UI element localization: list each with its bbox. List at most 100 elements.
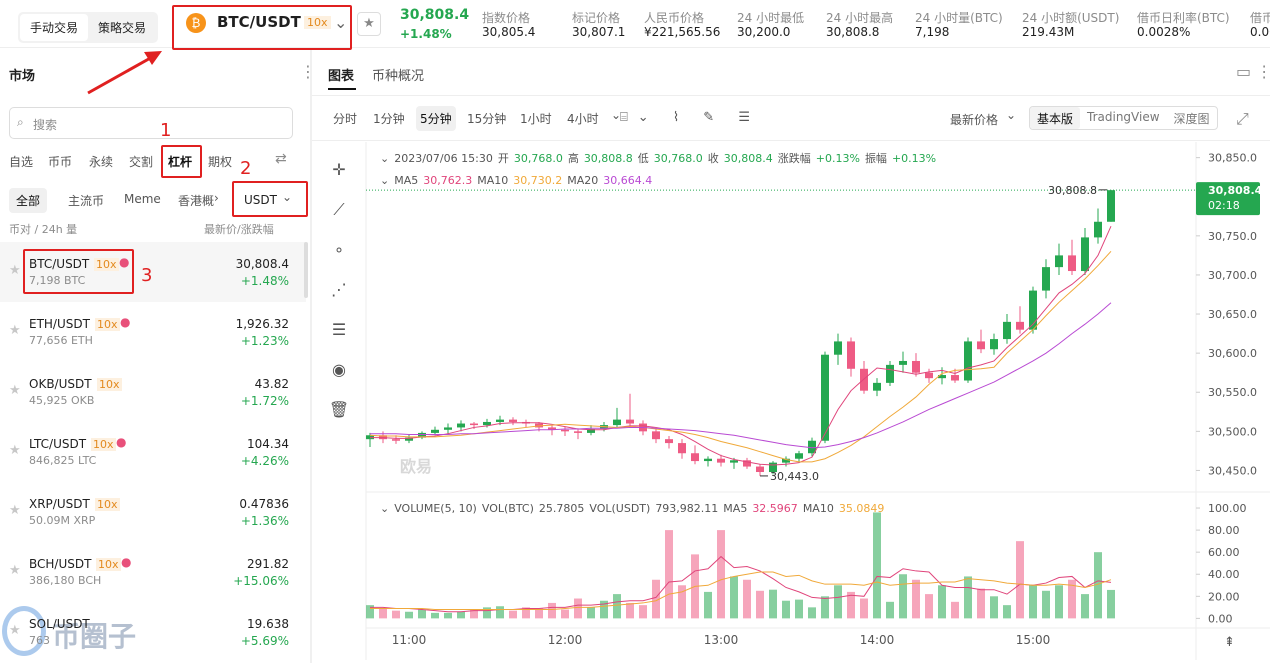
view-option[interactable]: 深度图 — [1173, 112, 1210, 126]
star[interactable]: ★ — [9, 323, 21, 338]
y-tick-label: 30,450.0 — [1208, 464, 1257, 477]
change: +1.48% — [240, 274, 289, 288]
star[interactable]: ★ — [9, 623, 21, 638]
tab[interactable]: 策略交易 — [98, 21, 147, 35]
filter-more[interactable]: › — [214, 191, 219, 205]
volume-bar — [769, 589, 777, 619]
ma-line — [370, 302, 1112, 449]
collapse: ⌄ — [380, 502, 389, 515]
view-option[interactable]: TradingView — [1087, 110, 1160, 124]
filter[interactable]: 全部 — [9, 188, 48, 213]
quote-select[interactable]: USDT — [244, 193, 277, 207]
countdown: 02:18 — [1208, 199, 1240, 212]
candle-body — [912, 360, 920, 373]
market-tab[interactable]: 永续 — [89, 155, 114, 169]
interval[interactable]: 1小时 — [520, 112, 552, 126]
candle-body — [756, 466, 764, 473]
market-tab[interactable]: 交割 — [129, 155, 154, 169]
leverage: 10x — [91, 438, 116, 451]
interval[interactable]: 1分钟 — [373, 112, 405, 126]
menu[interactable]: ⋮ — [300, 62, 316, 81]
market-tab[interactable]: 杠杆 — [168, 155, 193, 169]
y-tick-label: 80.00 — [1208, 524, 1240, 537]
low-label: 30,443.0 — [770, 470, 819, 483]
swap[interactable]: ⇄ — [275, 151, 287, 167]
candle-body — [405, 437, 413, 441]
market-tab[interactable]: 币币 — [48, 155, 73, 169]
dropdown[interactable]: ⌄ — [611, 108, 622, 122]
pair[interactable]: BCH/USDT — [29, 557, 92, 571]
volume-bar — [418, 609, 426, 619]
volume-bar — [730, 576, 738, 619]
candle-body — [990, 339, 998, 350]
candle-body — [925, 372, 933, 379]
interval[interactable]: 5分钟 — [416, 106, 456, 131]
market-tab[interactable]: 自选 — [9, 155, 34, 169]
volume-bar — [951, 601, 959, 619]
volume-bar — [379, 608, 387, 619]
filter[interactable]: Meme — [124, 192, 161, 206]
interval[interactable]: 分时 — [333, 112, 358, 126]
star[interactable]: ★ — [9, 563, 21, 578]
pair[interactable]: LTC/USDT — [29, 437, 87, 451]
highlight — [23, 249, 134, 294]
price: 104.34 — [247, 437, 289, 451]
favorite[interactable]: ★ — [357, 12, 381, 36]
tab[interactable]: 手动交易 — [20, 14, 89, 41]
field-label: VOL(BTC) — [482, 502, 534, 515]
star[interactable]: ★ — [9, 503, 21, 518]
pair[interactable]: XRP/USDT — [29, 497, 90, 511]
pair[interactable]: BTC/USDT — [29, 257, 90, 271]
change: +5.69% — [240, 634, 289, 648]
volume-bar — [1003, 605, 1011, 619]
legend-value: 30,762.3 — [423, 174, 472, 187]
star[interactable]: ★ — [9, 263, 21, 278]
view-option[interactable]: 基本版 — [1030, 107, 1081, 129]
pair[interactable]: BTC/USDT — [217, 13, 301, 31]
legend-name: MA10 — [477, 174, 508, 187]
volume-bar — [938, 585, 946, 619]
y-tick-label: 30,650.0 — [1208, 308, 1257, 321]
pair[interactable]: OKB/USDT — [29, 377, 92, 391]
field-value: 793,982.11 — [655, 502, 718, 515]
last-price-tag — [1196, 182, 1260, 216]
candle-body — [873, 382, 881, 391]
drawing-tools[interactable]: ✛ ⟋ ∘ ⋰ ☰ ◉ 🗑 — [328, 160, 350, 419]
volume-bar — [990, 596, 998, 619]
market-tab[interactable]: 期权 — [208, 155, 233, 169]
candle-body — [1107, 190, 1115, 222]
hot-icon: ● — [120, 315, 131, 329]
pair[interactable]: ETH/USDT — [29, 317, 90, 331]
star[interactable]: ★ — [9, 383, 21, 398]
candle-body — [834, 341, 842, 355]
dropdown[interactable]: ⌄ — [334, 13, 348, 32]
field-value: 25.7805 — [539, 502, 585, 515]
step-number: 1 — [160, 120, 172, 141]
coin-icon: ₿ — [186, 13, 206, 33]
candle-body — [691, 453, 699, 462]
candle-body — [1055, 255, 1063, 268]
filter[interactable]: 主流币 — [68, 194, 105, 208]
volume-bar — [782, 600, 790, 619]
volume: 50.09M XRP — [29, 514, 96, 527]
filter[interactable]: 香港概 — [178, 194, 215, 208]
y-tick-label: 30,850.0 — [1208, 152, 1257, 165]
volume-legend: ⌄ VOLUME(5, 10) VOL(BTC) 25.7805 VOL(USDT) 79… — [380, 502, 884, 515]
star[interactable]: ★ — [9, 443, 21, 458]
volume-bar — [496, 606, 504, 619]
layout-icons[interactable]: ▭ ⋮ — [1236, 62, 1270, 81]
interval[interactable]: 15分钟 — [467, 112, 507, 126]
price: 291.82 — [247, 557, 289, 571]
chart-tab[interactable]: 图表 — [328, 69, 355, 84]
chart-tools[interactable]: ⌸⌄ ⌇ ✎ ☰ — [620, 110, 760, 125]
pair[interactable]: SOL/USDT — [29, 617, 90, 631]
interval[interactable]: 4小时 — [567, 112, 599, 126]
search-icon: ⌕ — [17, 115, 24, 129]
price-type[interactable]: 最新价格 — [950, 113, 999, 127]
search-box[interactable] — [9, 107, 293, 139]
fullscreen[interactable]: ⤢ — [1236, 109, 1249, 128]
candle-body — [860, 368, 868, 391]
volume-bar — [587, 607, 595, 619]
chart-tab[interactable]: 币种概况 — [372, 69, 425, 84]
volume-bar — [483, 607, 491, 619]
